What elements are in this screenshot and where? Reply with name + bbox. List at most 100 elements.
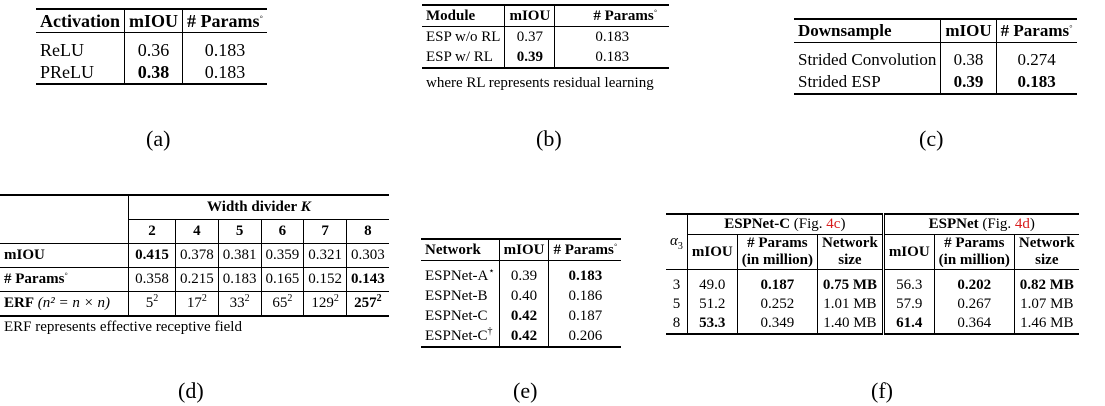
table-row-miou: mIOU 0.415 0.378 0.381 0.359 0.321 0.303 xyxy=(0,243,389,268)
table-b-grid: Module mIOU # Params◦ ESP w/o RL 0.37 0.… xyxy=(422,4,670,69)
table-row: PReLU 0.38 0.183 xyxy=(36,61,268,84)
table-row: ESPNet-A⋆ 0.39 0.183 xyxy=(421,266,621,286)
table-row: 5 51.2 0.252 1.01 MB 57.9 0.267 1.07 MB xyxy=(666,295,1079,314)
cell-size: 0.82 MB xyxy=(1019,277,1074,293)
k-value: 7 xyxy=(303,219,347,244)
table-c-grid: Downsample mIOU # Params◦ Strided Convol… xyxy=(794,18,1077,95)
cell-params: 0.183 xyxy=(204,39,246,60)
cell-miou: 49.0 xyxy=(687,276,738,295)
header-params: # Params◦ xyxy=(187,10,264,31)
k-value: 8 xyxy=(346,219,389,244)
cell-alpha: 8 xyxy=(666,314,688,334)
row-label-params: # Params◦ xyxy=(0,267,129,292)
cell-module: ESP w/o RL xyxy=(422,26,506,47)
cell-erf: 2572 xyxy=(354,293,382,312)
cell-params: 0.183 xyxy=(568,267,603,284)
table-e: Network mIOU # Params◦ ESPNet-A⋆ 0.39 0.… xyxy=(421,238,622,348)
table-row: ReLU 0.36 0.183 xyxy=(36,39,267,61)
cell-miou: 0.415 xyxy=(128,243,176,268)
cell-miou: 51.2 xyxy=(687,295,738,314)
header-params: # Params◦ xyxy=(553,239,618,258)
cell-miou: 0.38 xyxy=(124,61,183,84)
table-row: ESPNet-C 0.42 0.187 xyxy=(421,306,621,326)
header-params: # Params◦ xyxy=(1000,21,1073,40)
cell-miou: 0.38 xyxy=(940,49,997,71)
cell-params: 0.152 xyxy=(303,267,347,292)
cell-params: 0.183 xyxy=(595,48,630,65)
table-f: α3 ESPNet-C (Fig. 4c) ESPNet (Fig. 4d) m… xyxy=(666,213,1079,335)
cell-params: 0.183 xyxy=(595,28,630,45)
table-a: Activation mIOU # Params◦ ReLU 0.36 0.18… xyxy=(36,8,268,85)
table-b: Module mIOU # Params◦ ESP w/o RL 0.37 0.… xyxy=(422,4,670,92)
k-values-row: 2 4 5 6 7 8 xyxy=(0,219,389,244)
cell-activation: PReLU xyxy=(36,61,125,84)
note-d: ERF represents effective receptive field xyxy=(4,319,242,335)
cell-miou: 0.321 xyxy=(303,243,347,268)
header-network-size: Network size xyxy=(1014,234,1079,270)
cell-downsample: Strided Convolution xyxy=(794,49,942,71)
header-params: # Params (in million) xyxy=(934,234,1015,270)
header-network-size: Network size xyxy=(817,234,885,270)
table-a-grid: Activation mIOU # Params◦ ReLU 0.36 0.18… xyxy=(36,8,268,85)
cell-params: 0.215 xyxy=(175,267,219,292)
header-params: # Params (in million) xyxy=(737,234,818,270)
caption-c: (c) xyxy=(919,126,944,151)
cell-miou: 53.3 xyxy=(687,314,738,334)
cell-params: 0.183 xyxy=(204,61,246,82)
header-width-divider: Width divider K xyxy=(207,199,311,215)
cell-params: 0.267 xyxy=(934,295,1015,314)
cell-erf: 52 xyxy=(128,291,176,316)
table-c: Downsample mIOU # Params◦ Strided Convol… xyxy=(794,18,1077,95)
cell-miou: 0.40 xyxy=(499,286,550,306)
table-row: ESPNet-B 0.40 0.186 xyxy=(421,286,621,306)
header-miou: mIOU xyxy=(499,239,550,261)
note-b: where RL represents residual learning xyxy=(426,75,654,91)
cell-erf: 172 xyxy=(175,291,219,316)
table-d-grid: Width divider K 2 4 5 6 7 8 mIOU 0.415 0… xyxy=(0,194,389,317)
alpha-header: α3 xyxy=(666,214,688,270)
cell-module: ESP w/ RL xyxy=(422,47,506,68)
cell-miou: 0.303 xyxy=(351,247,385,263)
table-row: ESP w/ RL 0.39 0.183 xyxy=(422,47,670,68)
cell-miou: 0.37 xyxy=(504,26,556,47)
cell-params: 0.187 xyxy=(568,307,603,324)
cell-miou: 56.3 xyxy=(883,276,935,295)
header-network: Network xyxy=(421,239,500,261)
k-value: 6 xyxy=(261,219,305,244)
cell-network: ESPNet-A⋆ xyxy=(421,266,500,286)
table-row-params: # Params◦ 0.358 0.215 0.183 0.165 0.152 … xyxy=(0,267,389,292)
cell-params: 0.206 xyxy=(568,327,603,344)
cell-network: ESPNet-B xyxy=(421,286,500,306)
caption-e: (e) xyxy=(513,378,538,403)
cell-params: 0.186 xyxy=(568,287,603,304)
row-label-erf: ERF (n² = n × n) xyxy=(0,291,129,316)
cell-size: 1.07 MB xyxy=(1020,296,1074,312)
cell-params: 0.364 xyxy=(934,314,1015,334)
table-row: 3 49.0 0.187 0.75 MB 56.3 0.202 0.82 MB xyxy=(666,276,1079,295)
cell-size: 0.75 MB xyxy=(817,276,885,295)
cell-erf: 1292 xyxy=(303,291,347,316)
cell-miou: 57.9 xyxy=(883,295,935,314)
cell-params: 0.202 xyxy=(934,276,1015,295)
cell-miou: 0.39 xyxy=(940,71,997,94)
table-f-grid: α3 ESPNet-C (Fig. 4c) ESPNet (Fig. 4d) m… xyxy=(666,213,1079,335)
table-d: Width divider K 2 4 5 6 7 8 mIOU 0.415 0… xyxy=(0,194,389,336)
k-value: 5 xyxy=(218,219,262,244)
table-row: ESP w/o RL 0.37 0.183 xyxy=(422,26,669,47)
caption-b: (b) xyxy=(536,126,562,151)
cell-network: ESPNet-C xyxy=(421,306,500,326)
header-miou: mIOU xyxy=(124,9,183,33)
cell-miou: 0.359 xyxy=(261,243,305,268)
cell-alpha: 5 xyxy=(666,295,688,314)
table-e-grid: Network mIOU # Params◦ ESPNet-A⋆ 0.39 0.… xyxy=(421,238,622,348)
cell-downsample: Strided ESP xyxy=(794,71,942,94)
group-header-espnet-c: ESPNet-C (Fig. 4c) xyxy=(687,214,885,235)
k-value: 4 xyxy=(175,219,219,244)
cell-params: 0.358 xyxy=(128,267,176,292)
group-header-espnet: ESPNet (Fig. 4d) xyxy=(928,216,1035,232)
table-row: 8 53.3 0.349 1.40 MB 61.4 0.364 1.46 MB xyxy=(666,314,1079,334)
row-label-miou: mIOU xyxy=(0,243,129,268)
caption-a: (a) xyxy=(146,126,171,151)
header-miou: mIOU xyxy=(687,234,738,270)
table-row: Strided Convolution 0.38 0.274 xyxy=(794,49,1077,71)
